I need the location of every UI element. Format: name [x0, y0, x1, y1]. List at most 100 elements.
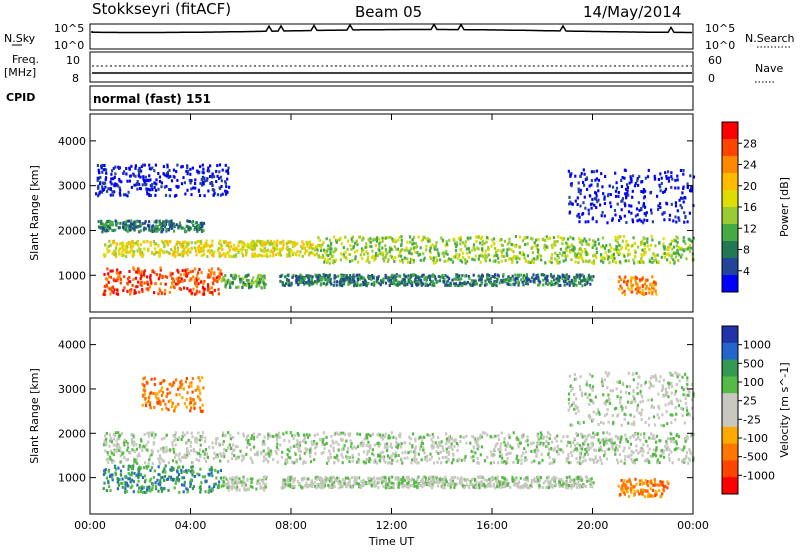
data-cell	[535, 445, 538, 449]
data-cell	[141, 448, 144, 452]
data-cell	[192, 186, 195, 190]
data-cell	[400, 235, 403, 239]
data-cell	[263, 488, 266, 492]
data-cell	[566, 282, 569, 286]
data-cell	[213, 485, 216, 488]
data-cell	[679, 203, 682, 207]
data-cell	[547, 442, 550, 445]
data-cell	[653, 453, 656, 457]
data-cell	[540, 254, 543, 258]
data-cell	[555, 277, 558, 281]
data-cell	[564, 280, 567, 284]
data-cell	[585, 239, 588, 243]
data-cell	[126, 484, 130, 488]
data-cell	[517, 445, 520, 449]
data-cell	[148, 431, 151, 435]
data-cell	[179, 273, 182, 277]
data-cell	[420, 284, 423, 287]
data-cell	[122, 223, 125, 227]
data-cell	[456, 274, 459, 278]
data-cell	[551, 253, 554, 256]
data-cell	[368, 244, 372, 248]
data-cell	[195, 436, 198, 440]
data-cell	[682, 169, 685, 172]
data-cell	[496, 482, 499, 486]
data-cell	[384, 244, 387, 248]
data-cell	[109, 474, 112, 478]
data-cell	[266, 254, 269, 258]
data-cell	[277, 447, 280, 451]
data-cell	[434, 277, 437, 281]
data-cell	[249, 448, 252, 452]
data-cell	[614, 235, 617, 239]
data-cell	[587, 220, 590, 224]
data-cell	[652, 284, 655, 288]
data-cell	[608, 261, 611, 265]
data-cell	[244, 243, 247, 247]
data-cell	[350, 445, 353, 449]
data-cell	[133, 291, 136, 295]
data-cell	[135, 447, 139, 451]
data-cell	[133, 253, 136, 257]
data-cell	[214, 482, 217, 486]
data-cell	[642, 236, 645, 240]
data-cell	[160, 489, 164, 493]
data-cell	[251, 254, 254, 258]
data-cell	[215, 169, 218, 173]
data-cell	[679, 247, 682, 251]
data-cell	[690, 246, 693, 250]
data-cell	[361, 237, 364, 241]
data-cell	[171, 478, 175, 482]
data-cell	[400, 281, 403, 285]
data-cell	[142, 486, 146, 490]
data-cell	[593, 197, 597, 200]
data-cell	[190, 193, 193, 197]
data-cell	[655, 448, 658, 452]
data-cell	[343, 444, 346, 448]
data-cell	[637, 435, 640, 439]
data-cell	[295, 274, 298, 278]
data-cell	[334, 258, 337, 262]
data-cell	[221, 277, 224, 281]
data-cell	[328, 449, 331, 453]
data-cell	[376, 280, 379, 284]
data-cell	[665, 176, 668, 180]
data-cell	[201, 246, 204, 250]
data-cell	[521, 436, 524, 439]
data-cell	[310, 278, 314, 281]
data-cell	[556, 434, 559, 438]
data-cell	[614, 450, 617, 454]
data-cell	[522, 276, 525, 280]
data-cell	[561, 277, 564, 281]
data-cell	[375, 461, 378, 465]
data-cell	[449, 281, 452, 285]
data-cell	[287, 278, 290, 282]
data-cell	[140, 284, 143, 287]
data-cell	[263, 250, 266, 254]
data-cell	[590, 179, 593, 183]
data-cell	[117, 248, 120, 252]
data-cell	[159, 248, 162, 252]
data-cell	[435, 259, 439, 262]
data-cell	[665, 201, 668, 205]
data-cell	[185, 245, 188, 249]
data-cell	[642, 242, 645, 246]
data-cell	[581, 250, 584, 254]
data-cell	[114, 250, 117, 254]
data-cell	[369, 237, 372, 241]
data-cell	[445, 280, 448, 284]
data-cell	[130, 164, 133, 168]
data-cell	[473, 282, 476, 286]
data-cell	[184, 192, 187, 196]
data-cell	[588, 194, 591, 198]
data-cell	[201, 431, 204, 435]
data-cell	[453, 237, 456, 241]
data-cell	[603, 195, 606, 199]
data-cell	[284, 462, 287, 466]
data-cell	[241, 483, 244, 487]
data-cell	[214, 442, 217, 446]
data-cell	[189, 485, 192, 488]
data-cell	[261, 240, 264, 244]
data-cell	[674, 255, 677, 259]
data-cell	[260, 451, 263, 455]
